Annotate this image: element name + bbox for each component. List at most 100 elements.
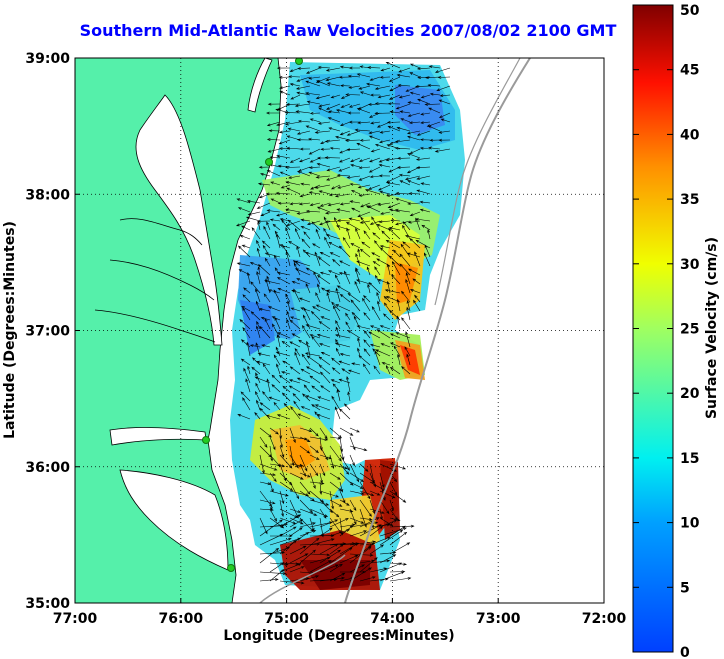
velocity-arrow: [389, 309, 401, 321]
velocity-arrow: [348, 103, 361, 108]
velocity-arrow: [379, 481, 386, 501]
velocity-arrow: [293, 400, 301, 411]
velocity-arrow: [338, 360, 351, 366]
velocity-arrow: [386, 280, 391, 294]
velocity-arrow: [397, 353, 401, 366]
velocity-arrow: [246, 341, 251, 357]
velocity-arrow: [269, 436, 276, 451]
velocity-arrow: [357, 248, 361, 258]
velocity-arrow: [317, 396, 331, 402]
velocity-arrow: [269, 472, 277, 483]
velocity-arrow: [363, 330, 371, 339]
velocity-arrow: [369, 490, 381, 496]
velocity-arrow: [359, 463, 369, 472]
velocity-arrow: [257, 220, 261, 231]
velocity-arrow: [279, 171, 291, 177]
velocity-arrow: [241, 225, 251, 231]
velocity-arrow: [285, 226, 291, 240]
velocity-arrow: [289, 472, 304, 480]
velocity-arrow: [407, 220, 421, 224]
velocity-arrow: [386, 120, 401, 124]
velocity-arrow: [394, 208, 411, 213]
y-tick-label: 39:00: [25, 51, 70, 67]
velocity-arrow: [344, 270, 351, 285]
velocity-arrow: [250, 311, 261, 321]
velocity-arrow: [380, 211, 391, 215]
velocity-arrow: [379, 190, 391, 195]
velocity-arrow: [402, 224, 411, 240]
velocity-arrow: [339, 353, 351, 357]
velocity-arrow: [347, 369, 361, 375]
velocity-arrow: [358, 157, 371, 162]
velocity-arrow: [282, 360, 291, 366]
velocity-arrow: [267, 148, 281, 153]
velocity-arrow: [389, 577, 412, 582]
velocity-arrow: [436, 85, 451, 91]
velocity-arrow: [319, 202, 331, 207]
velocity-arrow: [321, 287, 331, 294]
grid-lines: [75, 58, 604, 603]
velocity-arrow: [257, 266, 261, 276]
velocity-arrow: [285, 103, 301, 106]
velocity-arrow: [396, 73, 411, 78]
colorbar-tick-label: 0: [680, 645, 690, 659]
velocity-arrow: [286, 318, 291, 330]
velocity-arrow: [396, 126, 411, 132]
velocity-arrow: [267, 102, 281, 106]
velocity-arrow: [419, 200, 431, 204]
velocity-arrow: [245, 216, 261, 222]
velocity-arrow: [308, 137, 321, 141]
potomac-river: [119, 218, 203, 246]
velocity-arrow: [316, 414, 331, 420]
velocity-arrow: [437, 75, 451, 79]
velocity-arrow: [279, 436, 283, 449]
velocity-arrow: [336, 285, 351, 294]
velocity-arrow: [370, 148, 381, 153]
velocity-arrow: [269, 463, 286, 468]
velocity-arrow: [302, 314, 311, 330]
velocity-arrow: [303, 231, 311, 240]
velocity-arrow: [400, 118, 411, 123]
velocity-arrow: [389, 85, 401, 92]
velocity-arrow: [389, 481, 398, 496]
velocity-arrow: [296, 170, 311, 177]
velocity-arrow: [388, 94, 401, 100]
velocity-arrow: [374, 85, 391, 90]
velocity-arrow: [350, 299, 361, 312]
velocity-arrow: [331, 184, 341, 190]
velocity-arrow: [306, 355, 321, 366]
velocity-arrow: [259, 499, 276, 505]
velocity-arrow: [255, 300, 261, 312]
velocity-arrow: [363, 230, 371, 240]
y-tick-label: 38:00: [25, 187, 70, 203]
velocity-arrow: [299, 193, 311, 198]
velocity-arrow: [420, 182, 431, 186]
velocity-arrow: [355, 279, 371, 285]
velocity-arrow: [258, 165, 271, 169]
velocity-arrow: [289, 519, 304, 528]
velocity-arrow: [306, 100, 321, 105]
velocity-arrow: [239, 235, 251, 240]
velocity-arrow: [324, 156, 341, 160]
velocity-arrow: [358, 193, 371, 197]
velocity-arrow: [351, 362, 361, 366]
velocity-arrow: [414, 294, 421, 303]
velocity-arrow: [379, 75, 391, 79]
velocity-arrow: [309, 534, 335, 538]
velocity-arrow: [415, 239, 431, 249]
velocity-arrow: [279, 445, 285, 458]
velocity-arrow: [272, 323, 281, 339]
velocity-arrow: [271, 316, 281, 321]
velocity-arrow: [309, 427, 319, 437]
velocity-arrow: [269, 155, 281, 159]
velocity-arrow: [300, 218, 311, 222]
velocity-arrow: [368, 331, 381, 339]
velocity-arrow: [349, 182, 361, 186]
velocity-arrow: [405, 331, 411, 348]
velocity-arrow: [250, 281, 261, 294]
velocity-arrow: [416, 67, 431, 71]
velocity-arrow: [395, 332, 411, 339]
velocity-arrow: [269, 562, 289, 566]
velocity-arrow: [402, 221, 411, 231]
velocity-arrow: [357, 211, 371, 217]
